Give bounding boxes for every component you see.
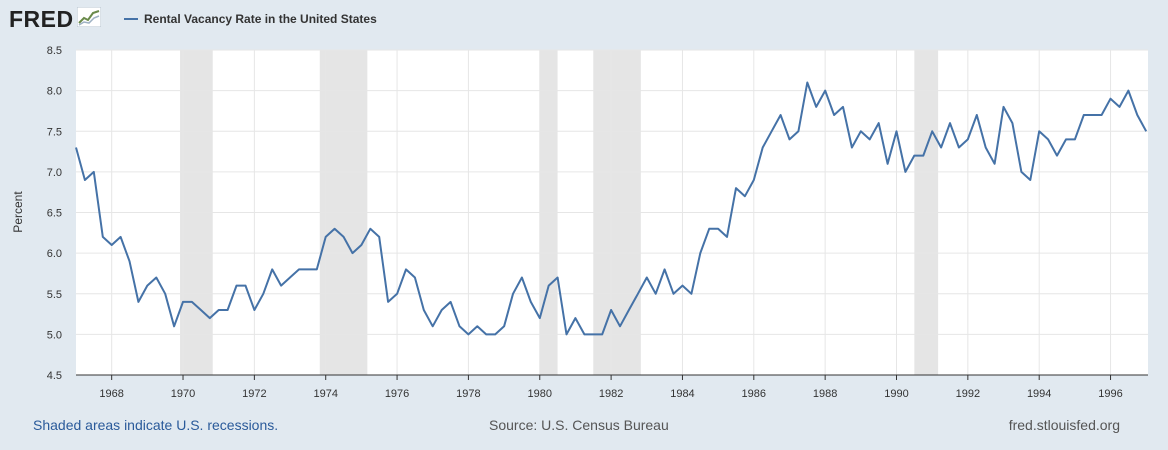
- logo-text: FRED: [9, 6, 74, 32]
- x-tick-label: 1996: [1098, 388, 1122, 400]
- y-tick-label: 6.5: [47, 208, 62, 220]
- y-tick-label: 6.0: [47, 248, 62, 260]
- x-tick-label: 1978: [456, 388, 480, 400]
- legend-label: Rental Vacancy Rate in the United States: [144, 12, 377, 26]
- recession-note: Shaded areas indicate U.S. recessions.: [33, 417, 279, 433]
- x-tick-label: 1968: [99, 388, 123, 400]
- y-tick-label: 5.5: [47, 289, 62, 301]
- line-chart[interactable]: 4.5 5.0 5.5 6.0 6.5 7.0 7.5 8.0 8.5 1968 1970 1972…: [0, 40, 1168, 410]
- x-tick-label: 1990: [884, 388, 908, 400]
- source-note: Source: U.S. Census Bureau: [489, 417, 669, 433]
- x-tick-label: 1994: [1027, 388, 1051, 400]
- chart-area: 4.5 5.0 5.5 6.0 6.5 7.0 7.5 8.0 8.5 1968 1970 1972…: [0, 40, 1168, 415]
- y-tick-label: 7.5: [47, 126, 62, 138]
- x-tick-label: 1970: [171, 388, 195, 400]
- chart-legend[interactable]: Rental Vacancy Rate in the United States: [124, 12, 377, 26]
- x-tick-label: 1974: [313, 388, 337, 400]
- x-tick-label: 1986: [742, 388, 766, 400]
- y-tick-label: 4.5: [47, 370, 62, 382]
- x-tick-label: 1992: [956, 388, 980, 400]
- site-link[interactable]: fred.stlouisfed.org: [1008, 417, 1120, 433]
- series-line: [75, 81, 1148, 336]
- x-tick-label: 1984: [670, 388, 694, 400]
- x-tick-label: 1972: [242, 388, 266, 400]
- x-tick-label: 1988: [813, 388, 837, 400]
- y-tick-label: 8.5: [47, 45, 62, 57]
- y-tick-label: 8.0: [47, 86, 62, 98]
- x-tick-label: 1976: [385, 388, 409, 400]
- legend-swatch: [124, 18, 138, 20]
- y-tick-label: 7.0: [47, 167, 62, 179]
- y-axis-label: Percent: [11, 191, 25, 233]
- chart-header: FRED Rental Vacancy Rate in the United S…: [0, 0, 1168, 40]
- x-tick-label: 1980: [528, 388, 552, 400]
- trend-chart-icon: [76, 6, 102, 32]
- x-tick-label: 1982: [599, 388, 623, 400]
- y-tick-label: 5.0: [47, 329, 62, 341]
- fred-logo[interactable]: FRED: [9, 6, 102, 33]
